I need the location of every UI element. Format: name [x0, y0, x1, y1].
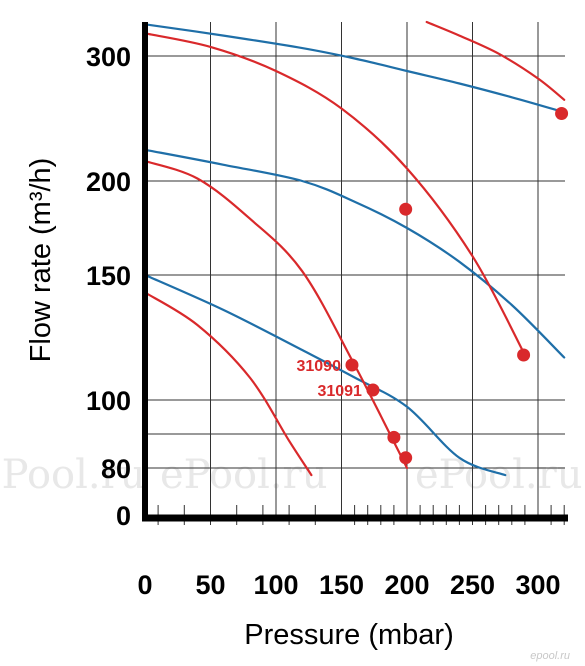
point-label: 31091 [317, 383, 362, 400]
x-tick-label: 150 [319, 570, 364, 600]
watermark-center: ePool.ru [160, 452, 328, 498]
operating-point [399, 451, 413, 465]
x-tick-label: 100 [253, 570, 298, 600]
y-tick-label: 200 [86, 167, 131, 197]
y-tick-label: 300 [86, 42, 131, 72]
y-axis-title: Flow rate (m³/h) [25, 158, 57, 363]
y-tick-label: 100 [86, 386, 131, 416]
watermark-layer: ePool.ru ePool.ru ePool.ru [0, 452, 583, 498]
operating-point [555, 107, 569, 120]
labels-layer: 0 50 100 150 200 250 300 0 80 100 150 200 300 31090 31… [86, 42, 561, 600]
x-tick-label: 250 [450, 570, 495, 600]
y-tick-label: 150 [86, 261, 131, 291]
points-layer [345, 107, 569, 465]
operating-point [366, 383, 380, 397]
x-axis-title: Pressure (mbar) [244, 619, 454, 651]
y-tick-label: 0 [116, 501, 131, 531]
blue-curve [143, 273, 507, 477]
watermark-left: ePool.ru [0, 452, 146, 498]
red-curve [143, 159, 409, 470]
x-tick-label: 300 [515, 570, 560, 600]
operating-point [517, 348, 531, 362]
operating-point [345, 358, 359, 372]
x-tick-label: 0 [137, 570, 152, 600]
axes-layer [142, 22, 568, 522]
red-curve [143, 291, 313, 477]
grid-layer [144, 22, 565, 525]
operating-point [387, 430, 401, 444]
blue-curve [143, 148, 566, 359]
red-curve [425, 20, 566, 101]
red-curve [143, 32, 526, 357]
operating-point [399, 202, 413, 216]
x-tick-label: 50 [195, 570, 225, 600]
corner-watermark: epool.ru [530, 650, 570, 662]
curves-layer [143, 20, 566, 477]
watermark-right: ePool.ru [415, 452, 583, 498]
blue-curve [143, 23, 566, 114]
x-tick-label: 200 [384, 570, 429, 600]
y-tick-label: 80 [101, 454, 131, 484]
point-label: 31090 [296, 358, 341, 375]
